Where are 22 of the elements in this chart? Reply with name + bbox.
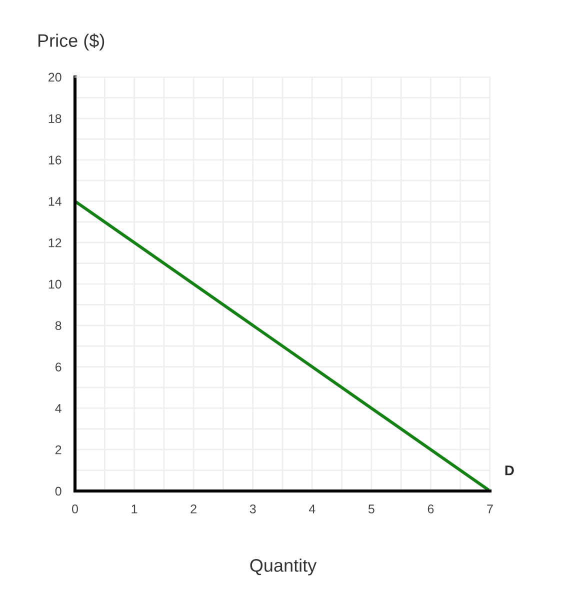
x-tick-label: 5 <box>368 504 374 514</box>
y-tick-label: 4 <box>55 404 62 413</box>
x-tick-label: 3 <box>250 504 256 514</box>
x-tick-label: 2 <box>190 504 196 514</box>
x-tick-label: 4 <box>308 504 316 514</box>
y-tick-label: 20 <box>48 72 62 82</box>
x-tick-label: 7 <box>487 504 493 514</box>
annotation: D <box>505 466 514 476</box>
y-tick-label: 14 <box>48 197 62 206</box>
y-tick-label: 0 <box>55 486 62 496</box>
x-tick-label: 1 <box>132 504 138 514</box>
y-tick-label: 18 <box>48 114 62 124</box>
y-tick-label: 6 <box>55 362 62 372</box>
x-tick-label: 0 <box>72 504 78 514</box>
y-tick-label: 2 <box>55 445 62 454</box>
y-axis-title: Price ($) <box>38 33 104 51</box>
y-tick-label: 12 <box>48 238 62 248</box>
x-axis-title: Quantity <box>250 558 317 576</box>
x-tick-label: 6 <box>428 504 434 514</box>
y-tick-label: 16 <box>48 156 62 164</box>
y-tick-label: 10 <box>48 280 62 289</box>
y-tick-label: 8 <box>55 321 62 330</box>
